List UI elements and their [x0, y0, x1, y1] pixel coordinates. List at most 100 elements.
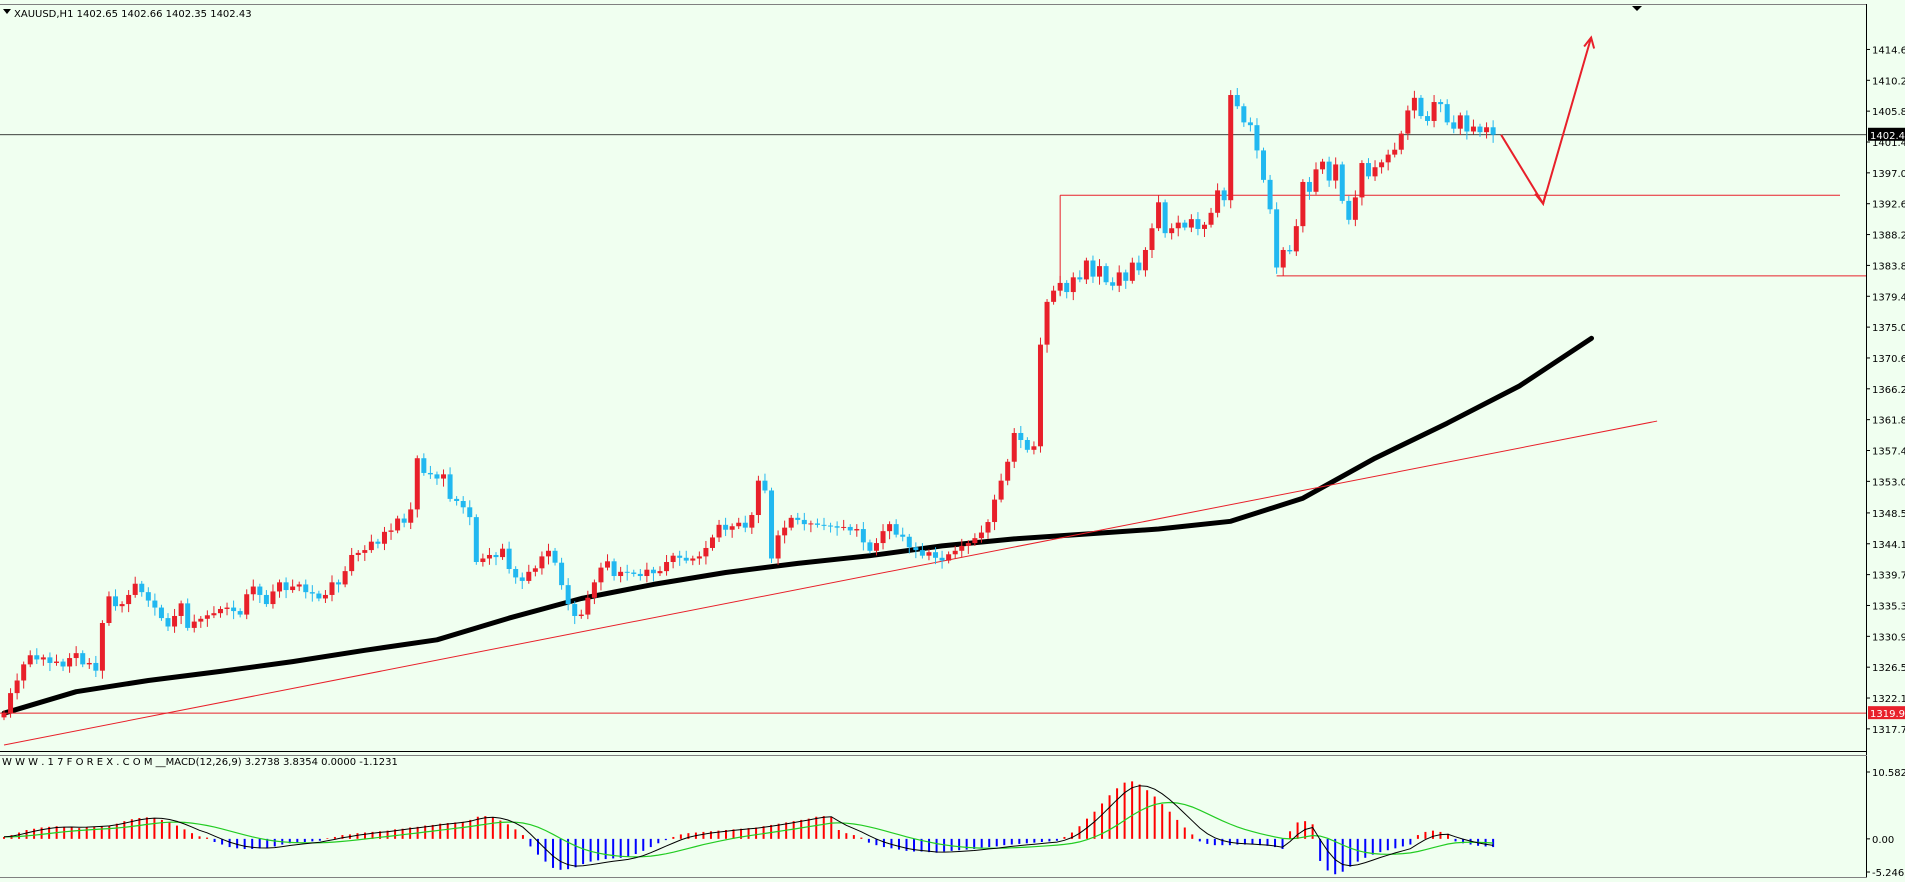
candle-body — [73, 653, 79, 659]
price-axis-label: 1379.40 — [1872, 292, 1905, 303]
candle-body — [355, 552, 361, 555]
candle-body — [972, 538, 978, 544]
candle-body — [1320, 161, 1326, 170]
annotations-layer — [1500, 35, 1596, 207]
candle-body — [664, 561, 670, 572]
ascending-trendline — [3, 420, 1658, 746]
price-axis-layer: 1414.60 1410.20 1405.80 1401.40 1397.00 1392.… — [1866, 45, 1905, 736]
candle-body — [985, 522, 991, 533]
candle-body — [729, 526, 735, 530]
candle-body — [887, 524, 893, 532]
candle-body — [290, 586, 296, 591]
candle-body — [1339, 164, 1345, 201]
candle-body — [1352, 197, 1358, 220]
candle-body — [99, 622, 105, 671]
candle-body — [1326, 161, 1332, 181]
candle-body — [657, 571, 663, 574]
candle-body — [1123, 272, 1129, 281]
candle-body — [618, 571, 624, 577]
candle-body — [47, 657, 53, 663]
candle-body — [1228, 95, 1234, 201]
candle-body — [506, 548, 512, 570]
candle-body — [1064, 282, 1070, 293]
candle-body — [1477, 126, 1483, 133]
candle-body — [1444, 104, 1450, 123]
current-price-tag: 1402.43 — [1870, 131, 1905, 142]
candle-body — [1201, 224, 1207, 229]
price-axis-label: 1330.90 — [1872, 632, 1905, 643]
candle-body — [1083, 260, 1089, 280]
candle-body — [1365, 163, 1371, 177]
candle-body — [1247, 122, 1253, 126]
candle-body — [106, 596, 112, 623]
candle-body — [946, 554, 952, 561]
symbol-header: XAUUSD,H1 1402.65 1402.66 1402.35 1402.4… — [14, 9, 252, 20]
candle-body — [263, 594, 269, 605]
candle-body — [67, 658, 73, 667]
candle-body — [808, 523, 814, 525]
candle-body — [1451, 122, 1457, 129]
candle-body — [1438, 102, 1444, 105]
price-axis-label: 1397.00 — [1872, 169, 1905, 180]
candle-body — [1484, 127, 1490, 133]
price-axis-label: 1375.00 — [1872, 323, 1905, 334]
candle-body — [1306, 181, 1312, 192]
support-price-tag: 1319.94 — [1870, 709, 1905, 720]
candle-body — [696, 556, 702, 559]
candle-body — [1077, 277, 1083, 280]
candle-body — [1011, 432, 1017, 462]
candle-body — [139, 583, 145, 593]
candle-body — [1293, 226, 1299, 252]
price-axis-label: 1353.00 — [1872, 477, 1905, 488]
price-axis-label: 1388.20 — [1872, 231, 1905, 242]
candle-body — [637, 573, 643, 577]
candle-body — [703, 547, 709, 557]
candle-body — [414, 458, 420, 510]
candle-body — [381, 531, 387, 544]
macd-main-line — [3, 785, 1494, 867]
forecast-arrowhead-up — [1583, 35, 1596, 49]
candle-body — [683, 557, 689, 561]
price-axis-label: 1414.60 — [1872, 45, 1905, 56]
candle-body — [1254, 125, 1260, 151]
collapse-triangle-icon[interactable] — [3, 9, 11, 14]
candle-body — [860, 529, 866, 543]
candle-body — [1215, 190, 1221, 213]
shift-marker-icon[interactable] — [1632, 6, 1642, 11]
price-axis-label: 1348.50 — [1872, 509, 1905, 520]
candle-body — [1280, 249, 1286, 268]
candle-body — [1221, 190, 1227, 201]
moving-average-layer — [1, 335, 1594, 716]
candle-body — [873, 543, 879, 551]
candle-body — [814, 523, 820, 525]
candle-body — [1182, 222, 1188, 228]
price-axis-label: 1370.60 — [1872, 354, 1905, 365]
candle-body — [283, 582, 289, 591]
moving-average-line — [1, 335, 1594, 716]
candle-body — [165, 618, 171, 627]
current-price-tag-bg — [1868, 127, 1905, 141]
candle-body — [1024, 439, 1030, 450]
candle-body — [919, 550, 925, 556]
candle-body — [939, 557, 945, 561]
candle-body — [854, 529, 860, 531]
candle-body — [1110, 282, 1116, 286]
price-axis-label: 1357.40 — [1872, 447, 1905, 458]
candle-body — [880, 531, 886, 544]
candle-body — [572, 604, 578, 616]
candle-body — [965, 543, 971, 546]
candle-body — [736, 522, 742, 527]
candle-body — [1261, 150, 1267, 180]
candle-body — [1234, 95, 1240, 107]
candle-body — [1359, 163, 1365, 198]
candle-body — [611, 561, 617, 577]
candle-body — [893, 524, 899, 535]
candle-body — [513, 569, 519, 578]
candle-body — [224, 607, 230, 609]
candle-body — [80, 653, 86, 665]
macd-axis-label: 0.00 — [1872, 835, 1894, 846]
candle-body — [650, 569, 656, 574]
candle-body — [1031, 446, 1037, 450]
